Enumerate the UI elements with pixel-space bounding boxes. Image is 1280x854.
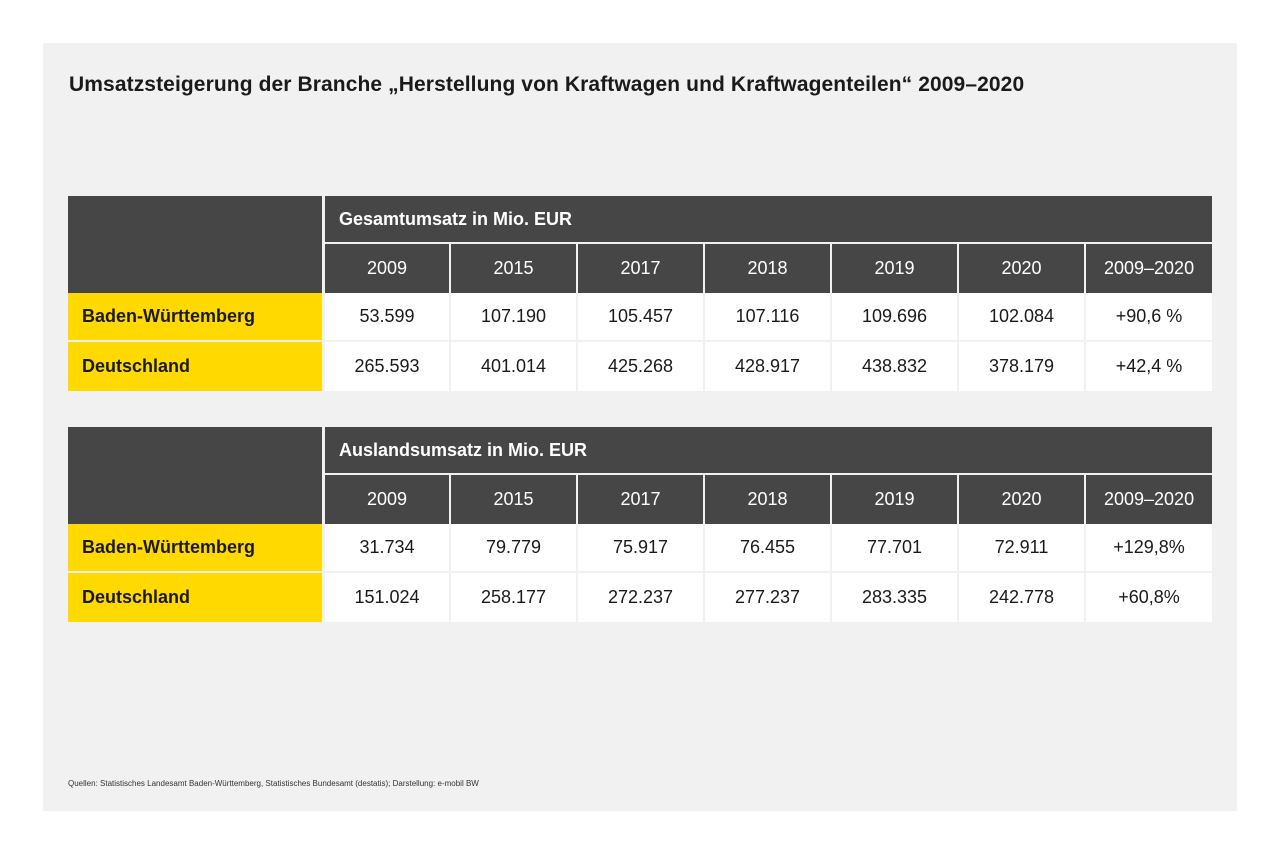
table-cell: +60,8% [1086, 573, 1213, 622]
table-corner [68, 196, 325, 293]
table-heading: Auslandsumsatz in Mio. EUR [325, 427, 1213, 475]
table-cell: 258.177 [451, 573, 578, 622]
table-cell: 242.778 [959, 573, 1086, 622]
infographic-panel: Umsatzsteigerung der Branche „Herstellun… [43, 43, 1237, 811]
table-cell: 265.593 [325, 342, 451, 391]
table-cell: 105.457 [578, 293, 705, 342]
foreign-revenue-table: Auslandsumsatz in Mio. EUR 2009 2015 201… [68, 427, 1213, 622]
row-label: Baden-Württemberg [68, 524, 325, 573]
column-header: 2020 [959, 244, 1086, 293]
table-cell: 75.917 [578, 524, 705, 573]
total-revenue-table: Gesamtumsatz in Mio. EUR 2009 2015 2017 … [68, 196, 1213, 391]
table-cell: 31.734 [325, 524, 451, 573]
table-cell: 425.268 [578, 342, 705, 391]
row-label: Deutschland [68, 573, 325, 622]
table-cell: 277.237 [705, 573, 832, 622]
table-cell: 102.084 [959, 293, 1086, 342]
table-cell: +129,8% [1086, 524, 1213, 573]
table-cell: 109.696 [832, 293, 959, 342]
table-cell: 53.599 [325, 293, 451, 342]
source-note: Quellen: Statistisches Landesamt Baden-W… [68, 779, 479, 788]
column-header: 2009 [325, 475, 451, 524]
page-title: Umsatzsteigerung der Branche „Herstellun… [69, 73, 1025, 96]
table-cell: 72.911 [959, 524, 1086, 573]
table-row: Baden-Württemberg 53.599 107.190 105.457… [68, 293, 1213, 342]
row-label: Deutschland [68, 342, 325, 391]
column-header: 2018 [705, 475, 832, 524]
table-corner [68, 427, 325, 524]
column-header: 2019 [832, 475, 959, 524]
table-cell: 76.455 [705, 524, 832, 573]
table-heading: Gesamtumsatz in Mio. EUR [325, 196, 1213, 244]
column-header: 2009–2020 [1086, 475, 1213, 524]
table-cell: +42,4 % [1086, 342, 1213, 391]
table-cell: 428.917 [705, 342, 832, 391]
table-cell: 438.832 [832, 342, 959, 391]
column-header: 2018 [705, 244, 832, 293]
table-cell: 107.116 [705, 293, 832, 342]
table-row: Deutschland 265.593 401.014 425.268 428.… [68, 342, 1213, 391]
table-cell: 77.701 [832, 524, 959, 573]
table-cell: 401.014 [451, 342, 578, 391]
table-cell: 378.179 [959, 342, 1086, 391]
table-row: Deutschland 151.024 258.177 272.237 277.… [68, 573, 1213, 622]
table-cell: 151.024 [325, 573, 451, 622]
row-label: Baden-Württemberg [68, 293, 325, 342]
column-header: 2017 [578, 244, 705, 293]
table-row: Baden-Württemberg 31.734 79.779 75.917 7… [68, 524, 1213, 573]
column-header: 2015 [451, 475, 578, 524]
table-cell: 107.190 [451, 293, 578, 342]
column-header: 2009–2020 [1086, 244, 1213, 293]
column-header: 2017 [578, 475, 705, 524]
table-cell: 79.779 [451, 524, 578, 573]
table-cell: 272.237 [578, 573, 705, 622]
column-header: 2019 [832, 244, 959, 293]
table-cell: +90,6 % [1086, 293, 1213, 342]
column-header: 2020 [959, 475, 1086, 524]
column-header: 2015 [451, 244, 578, 293]
table-cell: 283.335 [832, 573, 959, 622]
column-header: 2009 [325, 244, 451, 293]
